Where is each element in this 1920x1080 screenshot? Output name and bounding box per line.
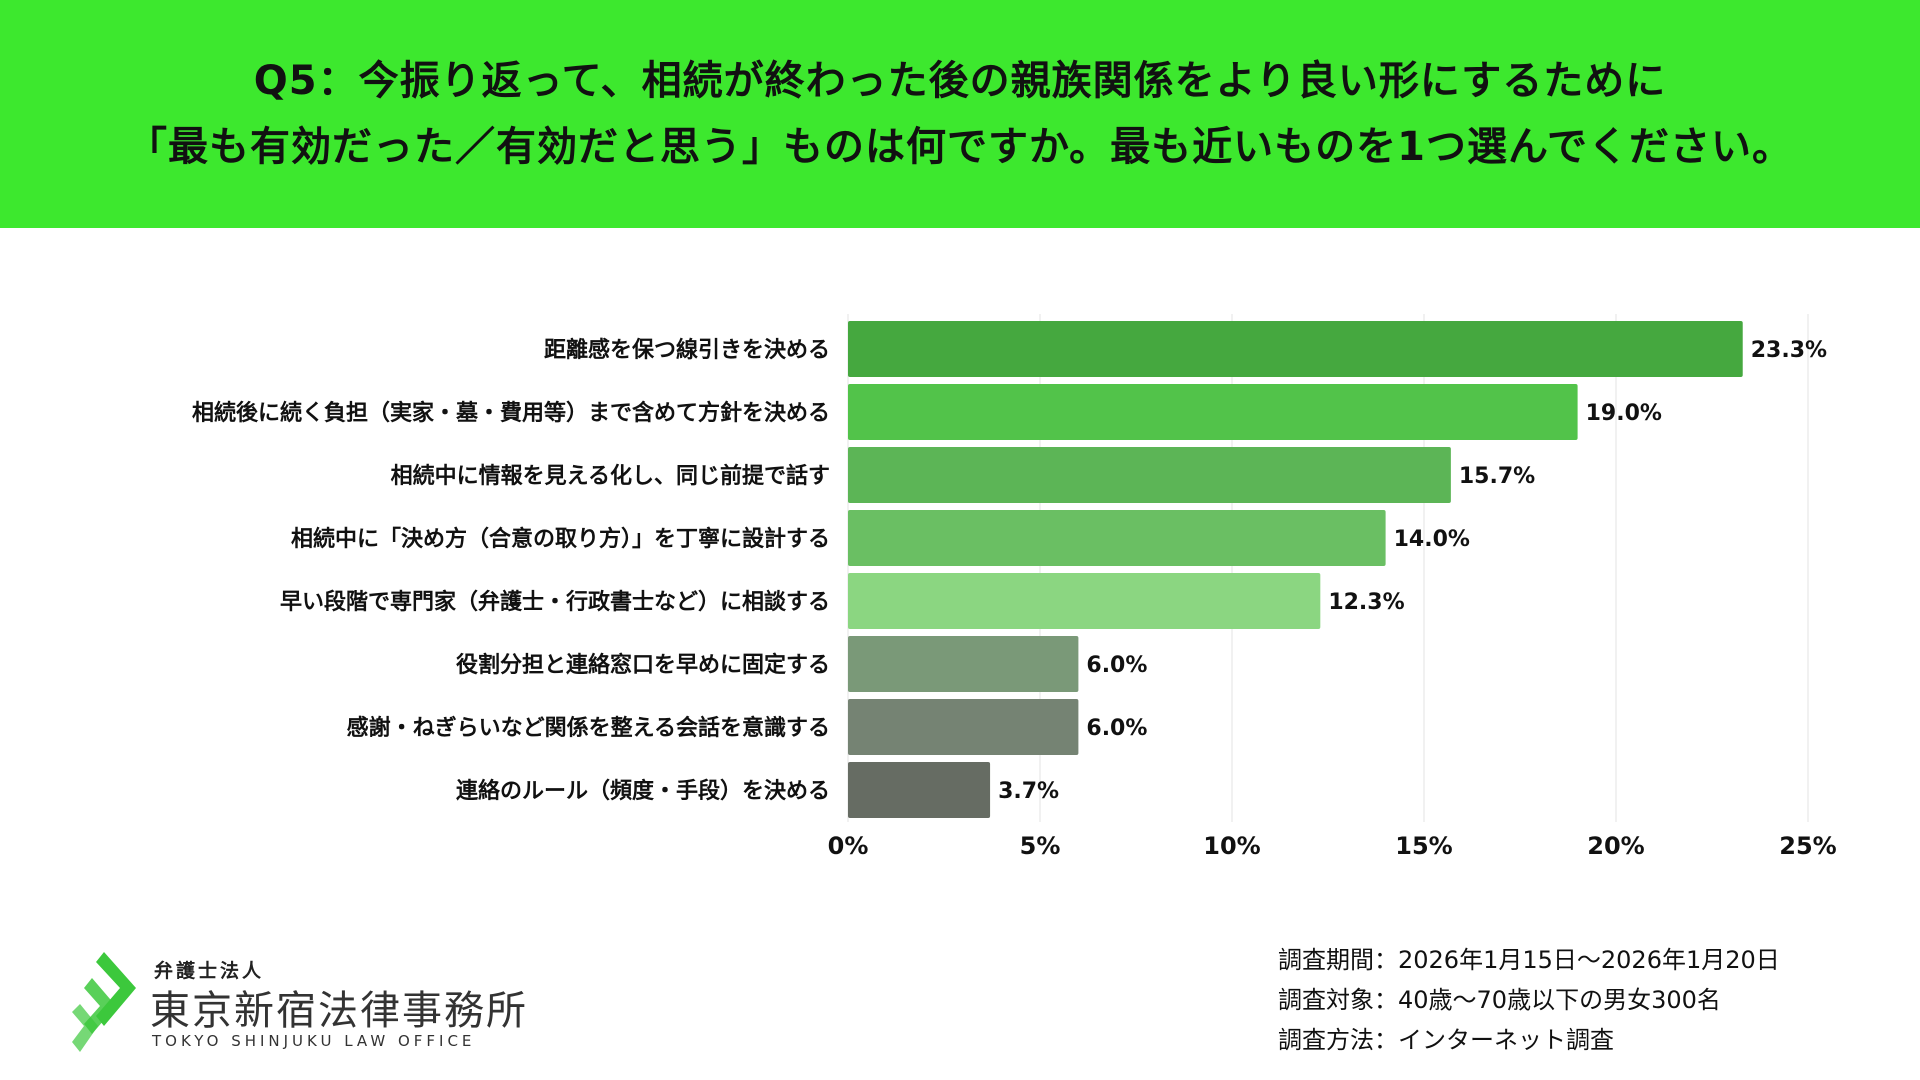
x-tick-label: 0% [828, 832, 869, 860]
value-label: 3.7% [998, 779, 1059, 804]
bar-2 [848, 384, 1578, 440]
value-label: 19.0% [1586, 401, 1662, 426]
x-tick-label: 10% [1203, 832, 1260, 860]
category-label: 相続中に「決め方（合意の取り方）」を丁寧に設計する [291, 526, 830, 552]
value-label: 23.3% [1751, 338, 1827, 363]
x-tick-label: 20% [1587, 832, 1644, 860]
bar-8 [848, 762, 991, 818]
value-label: 6.0% [1086, 716, 1147, 741]
title-banner: Q5：今振り返って、相続が終わった後の親族関係をより良い形にするために 「最も有… [0, 0, 1920, 228]
category-label: 相続中に情報を見える化し、同じ前提で話す [391, 463, 830, 489]
bar-5 [848, 573, 1321, 629]
x-tick-label: 5% [1020, 832, 1061, 860]
x-tick-label: 25% [1779, 832, 1836, 860]
law-office-logo: 弁護士法人 東京新宿法律事務所 TOKYO SHINJUKU LAW OFFIC… [62, 948, 542, 1058]
logo-mark-icon [72, 952, 136, 1052]
bar-1 [848, 321, 1743, 377]
chart-title-line-2: 「最も有効だった／有効だと思う」ものは何ですか。最も近いものを1つ選んでください… [126, 124, 1794, 170]
value-label: 15.7% [1459, 464, 1535, 489]
category-label: 距離感を保つ線引きを決める [544, 337, 830, 363]
x-tick-label: 15% [1395, 832, 1452, 860]
survey-info: 調査期間：2026年1月15日～2026年1月20日 調査対象：40歳～70歳以… [1278, 940, 1898, 1060]
category-label: 役割分担と連絡窓口を早めに固定する [456, 652, 830, 678]
category-label: 感謝・ねぎらいなど関係を整える会話を意識する [347, 715, 830, 741]
bar-3 [848, 447, 1451, 503]
survey-target: 調査対象：40歳～70歳以下の男女300名 [1278, 986, 1721, 1014]
chart-title-line-1: Q5：今振り返って、相続が終わった後の親族関係をより良い形にするために [253, 58, 1667, 104]
logo-org-type: 弁護士法人 [154, 960, 265, 982]
value-label: 6.0% [1086, 653, 1147, 678]
logo-name: 東京新宿法律事務所 [150, 988, 528, 1034]
survey-method: 調査方法：インターネット調査 [1278, 1026, 1614, 1054]
category-label: 早い段階で専門家（弁護士・行政書士など）に相談する [280, 589, 830, 615]
survey-period: 調査期間：2026年1月15日～2026年1月20日 [1278, 946, 1780, 974]
bar-4 [848, 510, 1386, 566]
bar-6 [848, 636, 1079, 692]
category-label: 連絡のルール（頻度・手段）を決める [456, 778, 830, 804]
category-label: 相続後に続く負担（実家・墓・費用等）まで含めて方針を決める [192, 400, 830, 426]
value-label: 14.0% [1394, 527, 1470, 552]
bar-7 [848, 699, 1079, 755]
value-label: 12.3% [1328, 590, 1404, 615]
logo-name-english: TOKYO SHINJUKU LAW OFFICE [152, 1032, 476, 1050]
